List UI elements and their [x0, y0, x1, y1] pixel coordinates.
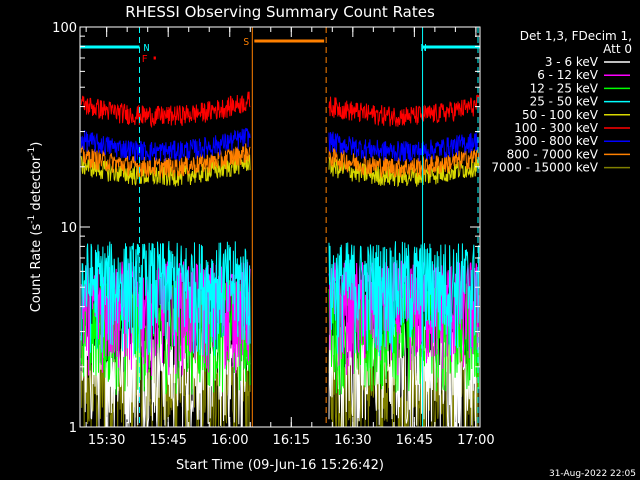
y-tick-label: 10 — [60, 221, 77, 236]
legend-title-line2: Att 0 — [603, 42, 632, 56]
y-axis-label: Count Rate (s-1 detector-1) — [27, 142, 44, 313]
series-line-7-seg0 — [80, 143, 251, 178]
legend-label-4: 50 - 100 keV — [522, 108, 599, 122]
annotation-0: N — [80, 27, 150, 427]
annotation-2: F — [142, 54, 156, 65]
x-tick-label: 16:30 — [334, 433, 371, 448]
series-line-6-seg1 — [328, 131, 480, 162]
series-line-6-seg0 — [80, 127, 251, 162]
legend-label-2: 12 - 25 keV — [530, 81, 599, 95]
chart-title: RHESSI Observing Summary Count Rates — [125, 3, 435, 21]
series-line-7-seg1 — [328, 147, 480, 179]
x-tick-label: 15:30 — [88, 433, 125, 448]
series-line-3-seg0 — [80, 241, 251, 356]
legend-label-5: 100 - 300 keV — [514, 121, 598, 135]
legend-label-8: 7000 - 15000 keV — [491, 161, 598, 175]
legend-label-1: 6 - 12 keV — [537, 68, 599, 82]
x-tick-label: 16:45 — [396, 433, 433, 448]
generation-timestamp: 31-Aug-2022 22:05 — [549, 469, 636, 479]
annotation-label: N — [143, 43, 149, 54]
y-tick-label: 1 — [69, 421, 77, 436]
x-tick-label: 17:00 — [457, 433, 494, 448]
annotation-3: S — [243, 27, 327, 427]
x-tick-label: 15:45 — [149, 433, 186, 448]
y-tick-label: 100 — [52, 21, 77, 36]
y-axis: 1 10 100 — [52, 21, 480, 436]
series-line-5-seg0 — [80, 91, 251, 129]
annotation-label: F — [142, 54, 148, 65]
legend-label-6: 300 - 800 keV — [514, 134, 598, 148]
legend-label-7: 800 - 7000 keV — [507, 147, 599, 161]
x-tick-label: 16:15 — [273, 433, 310, 448]
legend-title-line1: Det 1,3, FDecim 1, — [520, 29, 632, 43]
legend-label-0: 3 - 6 keV — [545, 55, 599, 69]
annotation-label: N — [421, 43, 427, 54]
annotation-label: S — [243, 37, 249, 48]
series-line-3-seg1 — [328, 241, 480, 357]
x-axis: 15:30 15:45 16:00 16:15 16:30 16:45 17:00 — [85, 27, 495, 448]
legend-label-3: 25 - 50 keV — [530, 95, 599, 109]
x-tick-label: 16:00 — [211, 433, 248, 448]
series-line-5-seg1 — [328, 94, 480, 127]
x-axis-label: Start Time (09-Jun-16 15:26:42) — [176, 458, 384, 473]
plot-area: N NFS — [80, 27, 480, 428]
